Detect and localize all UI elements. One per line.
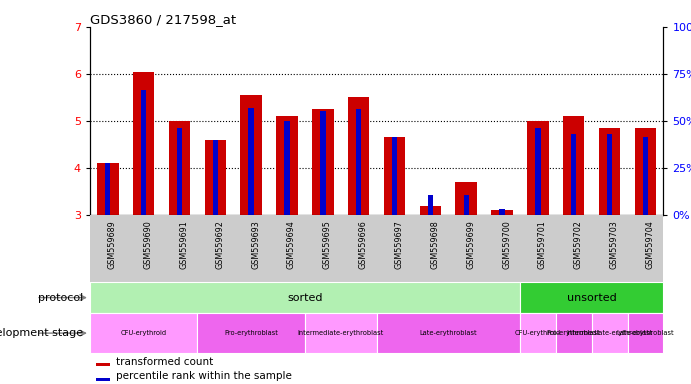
Bar	[105, 163, 111, 215]
Bar	[177, 128, 182, 215]
Bar	[455, 182, 477, 215]
Bar	[520, 313, 556, 353]
Text: GSM559696: GSM559696	[359, 220, 368, 269]
Text: GSM559693: GSM559693	[251, 220, 260, 269]
Bar	[305, 313, 377, 353]
Text: Pro-erythroblast: Pro-erythroblast	[547, 330, 600, 336]
Text: GSM559697: GSM559697	[395, 220, 404, 269]
Text: GSM559689: GSM559689	[108, 220, 117, 269]
Text: Late-erythroblast: Late-erythroblast	[616, 330, 674, 336]
Text: development stage: development stage	[0, 328, 83, 338]
Text: percentile rank within the sample: percentile rank within the sample	[115, 371, 292, 381]
Text: transformed count: transformed count	[115, 357, 213, 367]
Text: sorted: sorted	[287, 293, 323, 303]
Bar	[491, 210, 513, 215]
Text: Intermediate-erythroblast: Intermediate-erythroblast	[567, 330, 653, 336]
Bar	[90, 313, 198, 353]
Bar	[591, 313, 627, 353]
Text: Pro-erythroblast: Pro-erythroblast	[224, 330, 278, 336]
Bar	[377, 313, 520, 353]
Bar	[556, 313, 591, 353]
Bar	[520, 282, 663, 313]
Bar	[634, 128, 656, 215]
Bar	[90, 282, 520, 313]
Bar	[240, 95, 262, 215]
Bar	[428, 195, 433, 215]
Text: GSM559699: GSM559699	[466, 220, 475, 269]
Text: GDS3860 / 217598_at: GDS3860 / 217598_at	[90, 13, 236, 26]
Bar	[133, 71, 154, 215]
Text: GSM559695: GSM559695	[323, 220, 332, 269]
Text: GSM559698: GSM559698	[430, 220, 439, 269]
Bar	[607, 134, 612, 215]
Bar	[284, 121, 290, 215]
Bar	[95, 378, 110, 381]
Text: GSM559702: GSM559702	[574, 220, 583, 269]
Bar	[392, 137, 397, 215]
Text: GSM559700: GSM559700	[502, 220, 511, 269]
Text: protocol: protocol	[38, 293, 83, 303]
Bar	[419, 206, 441, 215]
Text: GSM559703: GSM559703	[609, 220, 618, 269]
Bar	[198, 313, 305, 353]
Bar	[249, 108, 254, 215]
Text: GSM559690: GSM559690	[144, 220, 153, 269]
Bar	[500, 209, 504, 215]
Text: Late-erythroblast: Late-erythroblast	[419, 330, 477, 336]
Bar	[527, 121, 549, 215]
Text: GSM559701: GSM559701	[538, 220, 547, 269]
Bar	[312, 109, 334, 215]
Bar	[599, 128, 621, 215]
Bar	[213, 140, 218, 215]
Text: GSM559694: GSM559694	[287, 220, 296, 269]
Bar	[356, 109, 361, 215]
Bar	[464, 195, 469, 215]
Text: GSM559691: GSM559691	[180, 220, 189, 269]
Bar	[348, 98, 370, 215]
Text: CFU-erythroid: CFU-erythroid	[515, 330, 561, 336]
Bar	[563, 116, 585, 215]
Bar	[169, 121, 190, 215]
Text: unsorted: unsorted	[567, 293, 616, 303]
Bar	[141, 90, 146, 215]
Bar	[627, 313, 663, 353]
Text: Intermediate-erythroblast: Intermediate-erythroblast	[298, 330, 384, 336]
Bar	[536, 128, 540, 215]
Bar	[95, 363, 110, 366]
Bar	[97, 163, 118, 215]
Text: GSM559692: GSM559692	[216, 220, 225, 269]
Bar	[320, 111, 325, 215]
Bar	[276, 116, 298, 215]
Text: GSM559704: GSM559704	[645, 220, 654, 269]
Bar	[571, 134, 576, 215]
Bar	[205, 140, 226, 215]
Bar	[384, 137, 405, 215]
Bar	[643, 137, 648, 215]
Text: CFU-erythroid: CFU-erythroid	[120, 330, 167, 336]
